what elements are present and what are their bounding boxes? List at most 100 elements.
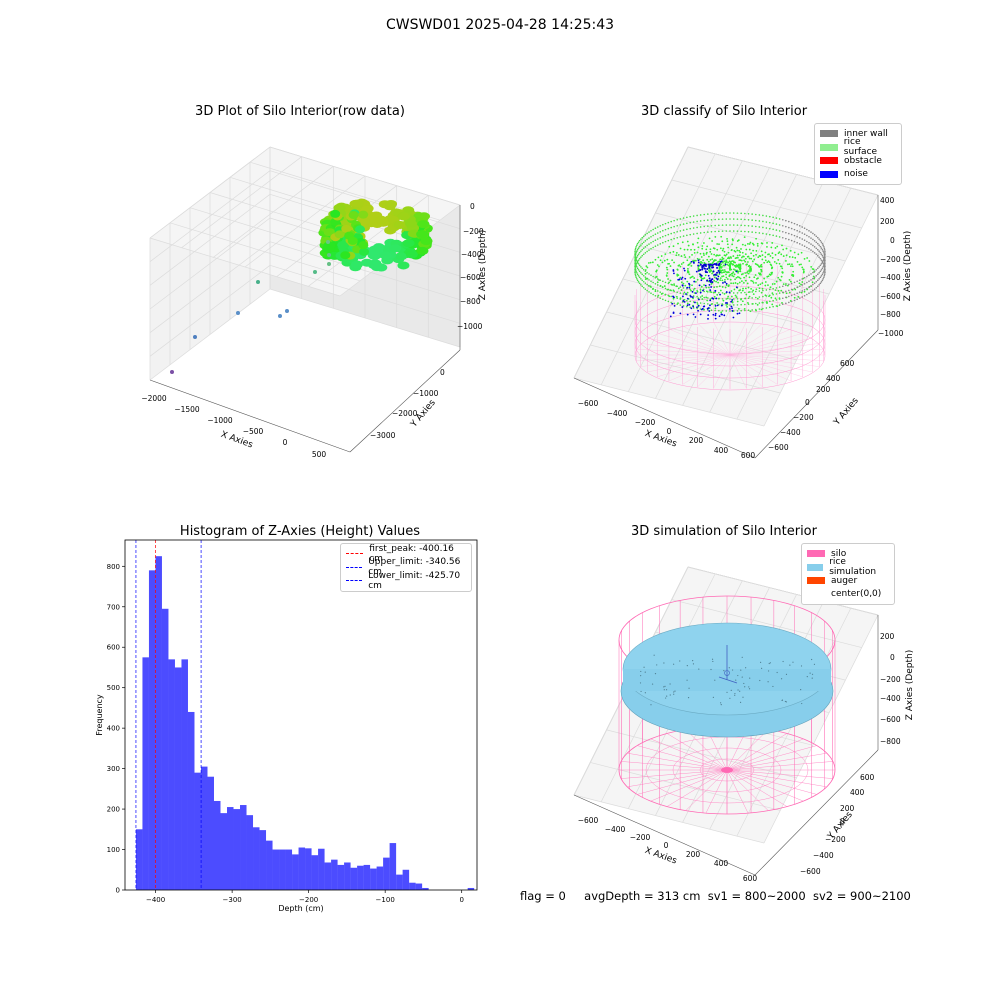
surface-point bbox=[789, 249, 792, 252]
wall-point bbox=[729, 298, 731, 300]
surface-point bbox=[766, 275, 769, 278]
surface-point bbox=[768, 261, 771, 264]
wall-point bbox=[762, 220, 764, 223]
wall-point bbox=[798, 279, 801, 281]
wall-point bbox=[803, 282, 806, 285]
surface-point bbox=[701, 245, 704, 247]
surface-point bbox=[668, 262, 671, 265]
wall-point bbox=[659, 225, 662, 227]
surface-point bbox=[748, 264, 751, 267]
surface-point bbox=[719, 289, 722, 292]
raw-z-label: Z Axies (Depth) bbox=[478, 230, 488, 301]
wall-point bbox=[646, 277, 648, 280]
surface-point bbox=[750, 252, 753, 255]
surface-point bbox=[722, 271, 725, 274]
silo-wire-spoke bbox=[729, 343, 820, 356]
grid-line bbox=[655, 212, 846, 262]
wall-point bbox=[823, 261, 826, 263]
simulation-xtick: 400 bbox=[714, 859, 729, 868]
noise-point bbox=[684, 277, 687, 280]
wall-point bbox=[790, 288, 793, 291]
wall-point bbox=[788, 220, 790, 223]
grid-line bbox=[736, 187, 852, 420]
surface-point bbox=[680, 289, 683, 291]
wall-point bbox=[721, 212, 724, 214]
classify-ytick: 0 bbox=[805, 398, 810, 407]
wall-point bbox=[676, 230, 679, 233]
wall-point bbox=[818, 238, 820, 240]
wall-point bbox=[637, 263, 640, 265]
wall-point bbox=[654, 227, 657, 230]
surface-point bbox=[694, 280, 697, 283]
wall-point bbox=[747, 218, 750, 221]
wall-point bbox=[732, 218, 735, 220]
surface-point bbox=[753, 258, 756, 261]
wall-point bbox=[810, 231, 812, 233]
rice-mesh-dot bbox=[640, 675, 642, 677]
classify-plot-title: 3D classify of Silo Interior bbox=[640, 104, 808, 119]
wall-point bbox=[676, 291, 679, 294]
wall-point bbox=[686, 228, 688, 231]
surface-point bbox=[668, 245, 671, 248]
wall-point bbox=[813, 246, 816, 248]
x-axis-line bbox=[573, 794, 756, 876]
noise-point bbox=[699, 268, 702, 271]
histogram-bar bbox=[253, 827, 260, 890]
wall-point bbox=[682, 293, 685, 295]
rice-mesh-dot bbox=[665, 689, 668, 691]
surface-point bbox=[746, 271, 748, 274]
wall-point bbox=[754, 302, 757, 305]
data-point bbox=[337, 241, 350, 250]
surface-point bbox=[812, 268, 815, 271]
wall-point bbox=[689, 306, 692, 309]
wall-point bbox=[818, 272, 820, 274]
wall-point bbox=[732, 212, 735, 214]
surface-point bbox=[665, 274, 668, 277]
surface-point bbox=[731, 260, 734, 262]
noise-point bbox=[710, 286, 713, 288]
wall-point bbox=[692, 295, 695, 297]
floor-pane bbox=[574, 147, 878, 426]
noise-point bbox=[688, 282, 690, 285]
wall-point bbox=[781, 297, 784, 300]
wall-point bbox=[823, 273, 826, 275]
surface-point bbox=[669, 279, 672, 282]
histogram-bar bbox=[135, 829, 143, 890]
surface-point bbox=[785, 247, 788, 250]
noise-point bbox=[738, 312, 741, 315]
rice-mesh-dot bbox=[741, 676, 743, 678]
classify-xtick: 400 bbox=[714, 446, 729, 455]
wall-point bbox=[823, 274, 826, 277]
surface-point bbox=[764, 256, 767, 258]
wall-point bbox=[644, 276, 647, 278]
noise-point bbox=[708, 265, 711, 268]
wall-point bbox=[793, 228, 796, 231]
wall-point bbox=[810, 249, 812, 251]
rice-mesh-dot bbox=[726, 691, 728, 693]
grid-line bbox=[573, 377, 765, 427]
simulation-ytick: 0 bbox=[840, 817, 845, 826]
wall-point bbox=[813, 252, 816, 254]
surface-point bbox=[721, 258, 723, 261]
surface-point bbox=[781, 302, 783, 304]
legend-label: Upper_limit: -340.56 cm bbox=[368, 557, 461, 578]
wall-point bbox=[790, 282, 793, 285]
wall-point bbox=[654, 245, 657, 248]
wall-point bbox=[810, 279, 812, 281]
rice-mesh-dot bbox=[769, 662, 771, 664]
simulation-ztick: −600 bbox=[880, 715, 901, 724]
surface-point bbox=[713, 295, 716, 298]
wall-point bbox=[646, 283, 648, 286]
wall-point bbox=[707, 303, 709, 305]
surface-point bbox=[733, 261, 735, 264]
wall-point bbox=[676, 303, 679, 306]
wall-point bbox=[729, 230, 731, 232]
surface-point bbox=[773, 283, 776, 285]
wall-point bbox=[801, 238, 804, 240]
surface-point bbox=[752, 293, 755, 296]
histogram-bar bbox=[200, 766, 208, 890]
wall-point bbox=[813, 240, 816, 242]
surface-point bbox=[713, 253, 716, 256]
rice-mesh-dot bbox=[669, 683, 671, 685]
wall-point bbox=[808, 241, 810, 244]
